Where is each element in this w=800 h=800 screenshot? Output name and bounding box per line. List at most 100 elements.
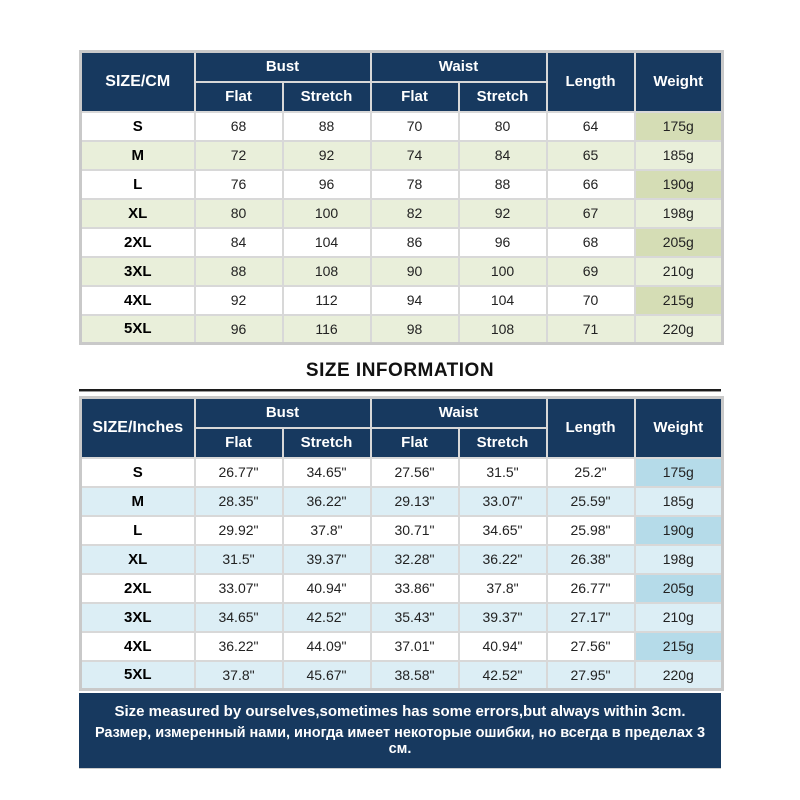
measurement-cell: 70 bbox=[369, 110, 460, 142]
disclaimer-text-en: Size measured by ourselves,sometimes has… bbox=[114, 703, 686, 720]
table-row: 5XL 96 116 98 108 71 220g bbox=[79, 313, 724, 345]
table-row: S 26.77" 34.65" 27.56" 31.5" 25.2" 175g bbox=[79, 456, 724, 488]
measurement-cell: 104 bbox=[457, 284, 548, 316]
weight-cell: 220g bbox=[633, 659, 724, 691]
measurement-cell: 42.52" bbox=[457, 659, 548, 691]
size-label-cell: 5XL bbox=[79, 313, 196, 345]
disclaimer-text-ru: Размер, измеренный нами, иногда имеет не… bbox=[94, 725, 706, 757]
measurement-cell: 36.22" bbox=[281, 485, 372, 517]
measurement-cell: 96 bbox=[281, 168, 372, 200]
measurement-cell: 27.56" bbox=[369, 456, 460, 488]
weight-cell: 185g bbox=[633, 485, 724, 517]
page-title: SIZE INFORMATION bbox=[305, 360, 495, 381]
measurement-cell: 74 bbox=[369, 139, 460, 171]
size-table-inches-body: S 26.77" 34.65" 27.56" 31.5" 25.2" 175g M 28.35"… bbox=[79, 456, 724, 691]
measurement-cell: 68 bbox=[193, 110, 284, 142]
size-label-cell: 4XL bbox=[79, 630, 196, 662]
weight-cell: 210g bbox=[633, 601, 724, 633]
table-row: XL 31.5" 39.37" 32.28" 36.22" 26.38" 198g bbox=[79, 543, 724, 575]
measurement-cell: 30.71" bbox=[369, 514, 460, 546]
measurement-cell: 32.28" bbox=[369, 543, 460, 575]
measurement-cell: 31.5" bbox=[193, 543, 284, 575]
size-label-cell: 3XL bbox=[79, 601, 196, 633]
size-label-cell: M bbox=[79, 485, 196, 517]
header-waist-flat: Flat bbox=[369, 426, 460, 459]
size-table-inches: SIZE/Inches Bust Waist Length Weight Fla… bbox=[79, 396, 725, 691]
table-row: L 29.92" 37.8" 30.71" 34.65" 25.98" 190g bbox=[79, 514, 724, 546]
measurement-cell: 80 bbox=[457, 110, 548, 142]
measurement-cell: 92 bbox=[281, 139, 372, 171]
measurement-cell: 36.22" bbox=[193, 630, 284, 662]
measurement-cell: 45.67" bbox=[281, 659, 372, 691]
measurement-cell: 100 bbox=[457, 255, 548, 287]
header-size-inches: SIZE/Inches bbox=[79, 396, 196, 459]
measurement-cell: 92 bbox=[193, 284, 284, 316]
measurement-cell: 78 bbox=[369, 168, 460, 200]
measurement-cell: 25.98" bbox=[545, 514, 636, 546]
size-label-cell: 2XL bbox=[79, 226, 196, 258]
header-bust-stretch: Stretch bbox=[281, 80, 372, 113]
measurement-cell: 27.95" bbox=[545, 659, 636, 691]
measurement-cell: 26.38" bbox=[545, 543, 636, 575]
measurement-cell: 28.35" bbox=[193, 485, 284, 517]
weight-cell: 190g bbox=[633, 168, 724, 200]
measurement-cell: 37.8" bbox=[281, 514, 372, 546]
table-row: S 68 88 70 80 64 175g bbox=[79, 110, 724, 142]
size-table-cm-body: S 68 88 70 80 64 175g M 72 92 74 84 65 185g L 76 96 78 88 6… bbox=[79, 110, 724, 345]
size-label-cell: S bbox=[79, 110, 196, 142]
header-bust-flat: Flat bbox=[193, 426, 284, 459]
measurement-cell: 38.58" bbox=[369, 659, 460, 691]
measurement-cell: 66 bbox=[545, 168, 636, 200]
header-bust: Bust bbox=[193, 50, 372, 83]
weight-cell: 215g bbox=[633, 630, 724, 662]
measurement-cell: 40.94" bbox=[281, 572, 372, 604]
measurement-cell: 69 bbox=[545, 255, 636, 287]
measurement-cell: 92 bbox=[457, 197, 548, 229]
measurement-cell: 34.65" bbox=[457, 514, 548, 546]
weight-cell: 205g bbox=[633, 572, 724, 604]
measurement-cell: 98 bbox=[369, 313, 460, 345]
measurement-cell: 25.2" bbox=[545, 456, 636, 488]
measurement-cell: 67 bbox=[545, 197, 636, 229]
measurement-cell: 31.5" bbox=[457, 456, 548, 488]
measurement-cell: 82 bbox=[369, 197, 460, 229]
measurement-cell: 64 bbox=[545, 110, 636, 142]
measurement-cell: 88 bbox=[457, 168, 548, 200]
measurement-cell: 40.94" bbox=[457, 630, 548, 662]
table-row: 4XL 36.22" 44.09" 37.01" 40.94" 27.56" 215g bbox=[79, 630, 724, 662]
weight-cell: 190g bbox=[633, 514, 724, 546]
weight-cell: 205g bbox=[633, 226, 724, 258]
header-waist: Waist bbox=[369, 50, 548, 83]
measurement-cell: 36.22" bbox=[457, 543, 548, 575]
size-label-cell: 5XL bbox=[79, 659, 196, 691]
measurement-cell: 44.09" bbox=[281, 630, 372, 662]
measurement-cell: 29.13" bbox=[369, 485, 460, 517]
table-row: M 72 92 74 84 65 185g bbox=[79, 139, 724, 171]
measurement-cell: 39.37" bbox=[457, 601, 548, 633]
measurement-cell: 112 bbox=[281, 284, 372, 316]
measurement-cell: 33.07" bbox=[457, 485, 548, 517]
measurement-cell: 94 bbox=[369, 284, 460, 316]
measurement-cell: 86 bbox=[369, 226, 460, 258]
weight-cell: 198g bbox=[633, 197, 724, 229]
header-weight: Weight bbox=[633, 50, 724, 113]
table-row: 2XL 84 104 86 96 68 205g bbox=[79, 226, 724, 258]
measurement-cell: 96 bbox=[457, 226, 548, 258]
measurement-cell: 34.65" bbox=[193, 601, 284, 633]
measurement-cell: 37.8" bbox=[457, 572, 548, 604]
measurement-cell: 76 bbox=[193, 168, 284, 200]
measurement-cell: 37.01" bbox=[369, 630, 460, 662]
size-table-cm-header: SIZE/CM Bust Waist Length Weight Flat St… bbox=[79, 50, 724, 113]
size-label-cell: XL bbox=[79, 197, 196, 229]
measurement-cell: 39.37" bbox=[281, 543, 372, 575]
size-label-cell: L bbox=[79, 168, 196, 200]
measurement-cell: 84 bbox=[193, 226, 284, 258]
weight-cell: 175g bbox=[633, 456, 724, 488]
header-length: Length bbox=[545, 396, 636, 459]
size-label-cell: XL bbox=[79, 543, 196, 575]
header-waist: Waist bbox=[369, 396, 548, 429]
size-label-cell: 3XL bbox=[79, 255, 196, 287]
measurement-cell: 26.77" bbox=[545, 572, 636, 604]
header-length: Length bbox=[545, 50, 636, 113]
